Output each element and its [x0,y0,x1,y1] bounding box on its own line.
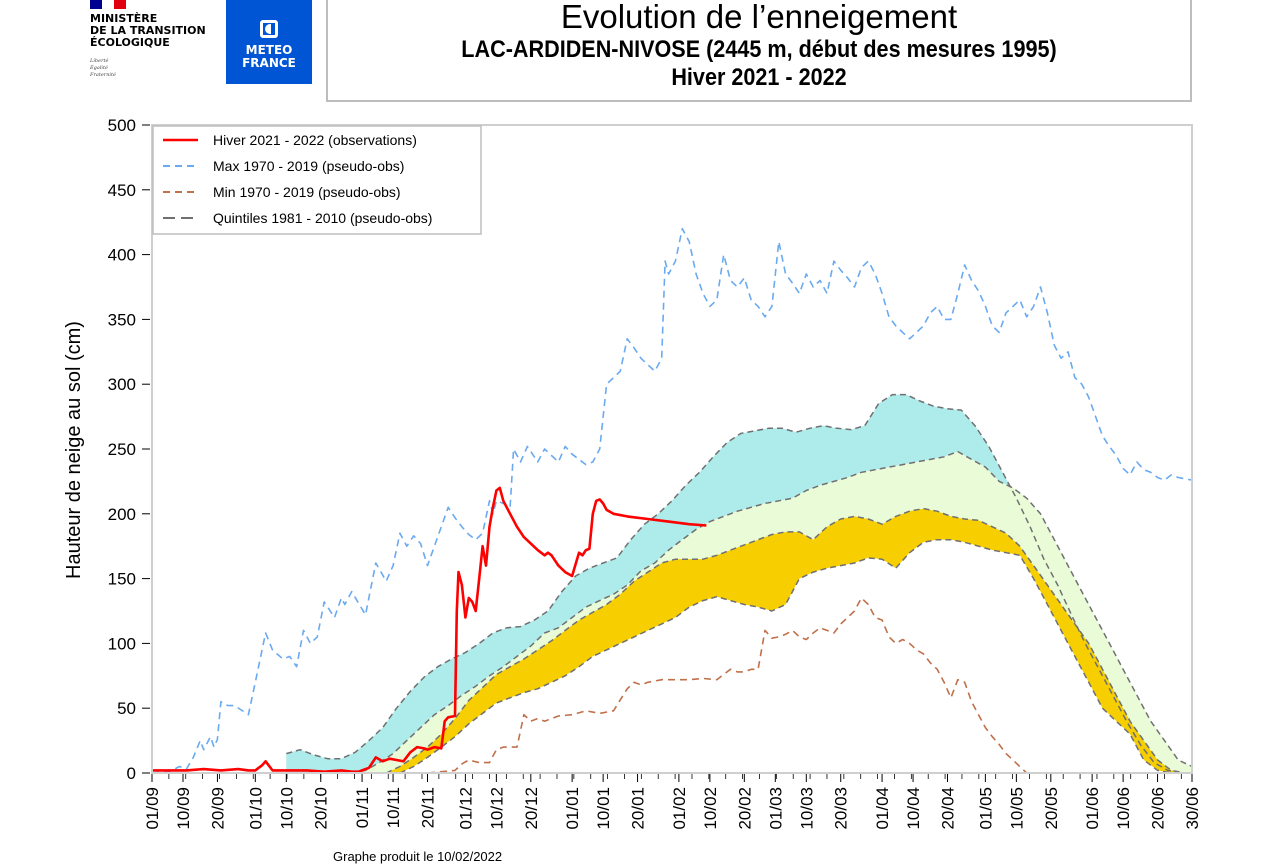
y-tick-label: 350 [108,310,136,329]
quintile-line-40 [385,507,1186,774]
meteo-logo-text: METEO [245,43,293,57]
meteo-france-icon [260,20,278,38]
chart-subtitle: LAC-ARDIDEN-NIVOSE (2445 m, début des me… [461,36,1057,63]
y-tick-label: 50 [117,699,136,718]
x-tick-label: 01/11 [353,787,372,828]
ministry-line: DE LA TRANSITION [90,24,206,37]
y-tick-label: 250 [108,440,136,459]
y-tick-label: 0 [127,764,136,783]
band-q20-q40 [386,508,1186,773]
x-tick-label: 10/10 [277,787,296,830]
quintile-line-80 [286,393,1192,774]
legend-label: Min 1970 - 2019 (pseudo-obs) [213,184,401,200]
y-tick-label: 500 [108,116,136,135]
x-tick-label: 10/02 [701,787,720,830]
x-tick-label: 01/02 [670,787,689,830]
x-tick-label: 01/10 [246,787,265,830]
motto-line: Fraternité [90,72,116,78]
band-q60-q80 [286,394,1192,773]
x-tick-label: 01/01 [563,787,582,830]
x-tick-label: 10/11 [384,787,403,828]
x-tick-label: 01/03 [766,787,785,830]
x-tick-label: 20/12 [522,787,541,830]
x-tick-label: 10/03 [797,787,816,830]
flag-stripe-blue [90,0,102,9]
band-q40-q60 [351,451,1192,773]
quintile-line-60 [351,450,1193,774]
x-tick-label: 30/06 [1183,787,1202,830]
france-flag-logo [90,0,126,9]
x-tick-label: 01/05 [976,787,995,830]
x-tick-label: 10/01 [594,787,613,830]
y-tick-label: 300 [108,375,136,394]
motto-line: Liberté [90,58,109,64]
quintile-bands [286,394,1192,773]
flag-stripe-white [102,0,114,9]
axes: 0 50 100 150 200 250 300 350 400 450 500 01/09 10/09… [108,116,1202,830]
x-tick-label: 10/04 [904,787,923,830]
flag-stripe-red [114,0,126,9]
y-tick-label: 400 [108,246,136,265]
x-tick-label: 20/06 [1149,787,1168,830]
x-tick-label: 20/01 [629,787,648,830]
x-tick-label: 20/05 [1042,787,1061,830]
series-lines [151,227,1193,774]
chart-season: Hiver 2021 - 2022 [671,64,847,91]
x-tick-label: 20/09 [208,787,227,830]
y-tick-label: 100 [108,634,136,653]
x-tick-label: 01/04 [873,787,892,830]
chart-title: Evolution de l’enneigement [560,0,958,35]
x-tick-label: 20/03 [832,787,851,830]
x-tick-label: 20/02 [735,787,754,830]
quintile-line-20 [399,538,1172,774]
ministry-name: MINISTÈRE DE LA TRANSITION ÉCOLOGIQUE [90,13,206,49]
footer-produced-date: Graphe produit le 10/02/2022 [333,849,503,864]
x-tick-label: 10/05 [1007,787,1026,830]
legend-box [152,125,482,235]
x-tick-label: 01/09 [143,787,162,830]
x-tick-label: 10/06 [1114,787,1133,830]
legend-label: Max 1970 - 2019 (pseudo-obs) [213,158,404,174]
meteo-logo-text: FRANCE [242,56,296,70]
plot-frame [151,124,1193,774]
legend-label: Hiver 2021 - 2022 (observations) [213,132,417,148]
ministry-line: ÉCOLOGIQUE [90,36,170,49]
x-tick-label: 10/12 [487,787,506,830]
x-tick-label: 20/04 [938,787,957,830]
y-tick-label: 150 [108,570,136,589]
meteo-france-logo: METEO FRANCE [226,0,312,84]
x-tick-label: 20/10 [312,787,331,830]
ministry-motto: Liberté Égalité Fraternité [90,58,116,79]
max-series-line [151,227,1193,774]
y-tick-label: 200 [108,505,136,524]
legend-label: Quintiles 1981 - 2010 (pseudo-obs) [213,210,432,226]
motto-line: Égalité [90,65,108,71]
y-tick-label: 450 [108,181,136,200]
x-tick-label: 10/09 [174,787,193,830]
chart-title-box: Evolution de l’enneigement LAC-ARDIDEN-N… [326,0,1192,102]
ministry-line: MINISTÈRE [90,12,158,25]
observation-series-line [152,486,707,773]
y-axis-label: Hauteur de neige au sol (cm) [63,321,85,579]
legend: Hiver 2021 - 2022 (observations) Max 1970… [152,125,482,235]
x-tick-label: 01/12 [456,787,475,830]
x-tick-label: 01/06 [1083,787,1102,830]
x-tick-label: 20/11 [418,787,437,828]
